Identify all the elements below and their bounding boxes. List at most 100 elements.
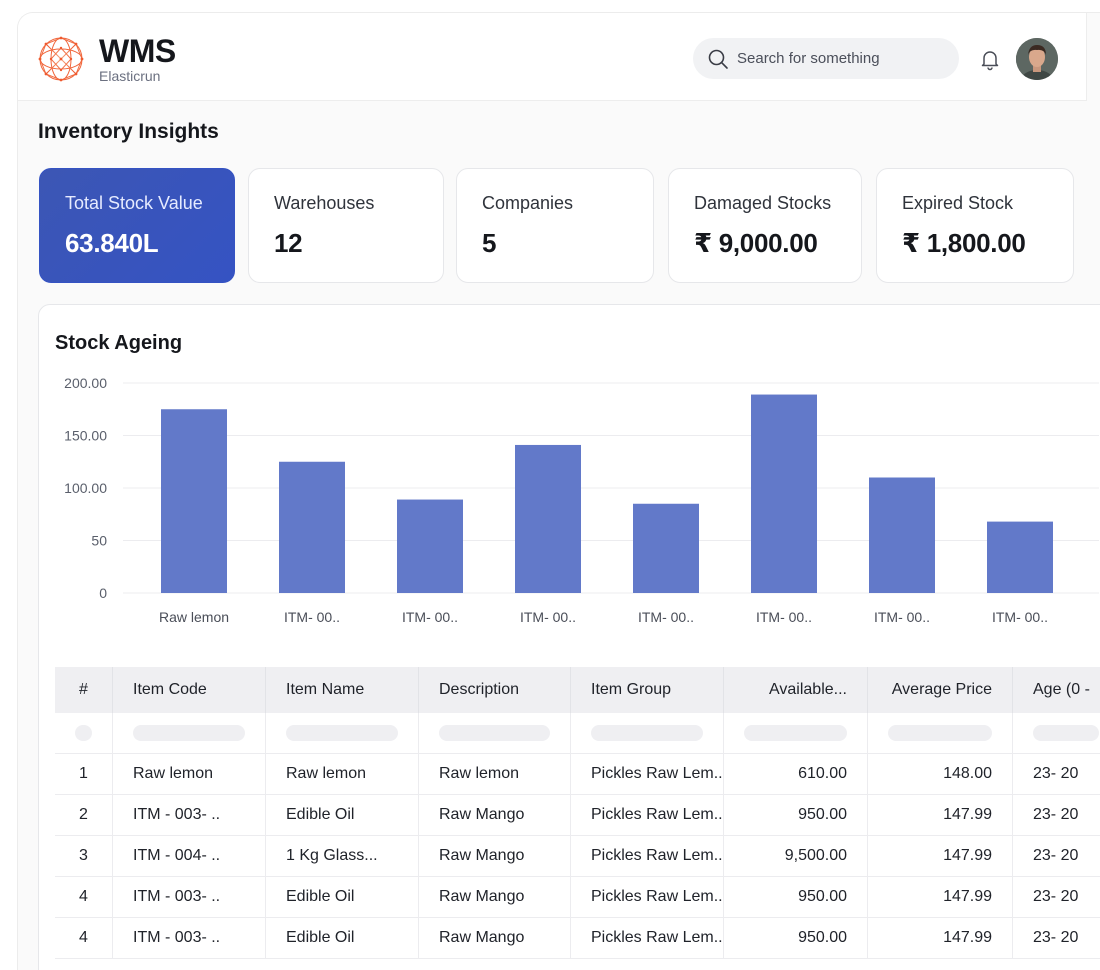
stat-label: Warehouses — [274, 193, 375, 213]
cell-description: Raw Mango — [419, 877, 571, 917]
stock-ageing-title: Stock Ageing — [55, 332, 183, 354]
column-header-item-name[interactable]: Item Name — [266, 667, 419, 713]
skeleton-cell — [113, 713, 266, 753]
chart-bar — [633, 503, 699, 593]
cell-item-code: ITM - 003- .. — [113, 918, 266, 958]
column-header-description[interactable]: Description — [419, 667, 571, 713]
column-header-average-price[interactable]: Average Price — [868, 667, 1013, 713]
chart-bar — [751, 394, 817, 593]
stat-value: ₹ 1,800.00 — [902, 228, 1026, 258]
x-tick-label: ITM- 00.. — [402, 609, 458, 625]
skeleton-bar — [439, 725, 550, 741]
table-row[interactable]: 2 ITM - 003- .. Edible Oil Raw Mango Pic… — [55, 795, 1100, 836]
cell-item-name: 1 Kg Glass... — [266, 836, 419, 876]
x-tick-label: ITM- 00.. — [874, 609, 930, 625]
stat-label: Damaged Stocks — [694, 193, 832, 213]
cell-age: 23- 20 — [1033, 765, 1079, 782]
cell-average-price: 147.99 — [868, 918, 1013, 958]
cell-item-name: Edible Oil — [266, 918, 419, 958]
cell-average-price: 147.99 — [868, 877, 1013, 917]
company-name: Elasticrun — [99, 68, 161, 84]
skeleton-bar — [75, 725, 92, 741]
cell-description: Raw Mango — [419, 795, 571, 835]
stat-value: 5 — [482, 228, 497, 258]
stat-card-companies[interactable]: Companies 5 — [456, 168, 654, 283]
search-input[interactable] — [737, 50, 937, 67]
cell-index: 4 — [55, 918, 113, 958]
stock-table: # Item Code Item Name Description Item G… — [55, 667, 1100, 959]
cell-age: 23- 20 — [1033, 888, 1079, 905]
top-header: WMS Elasticrun — [18, 13, 1087, 101]
chart-bar — [987, 521, 1053, 593]
cell-index: 4 — [55, 877, 113, 917]
cell-item-group: Pickles Raw Lem.. — [571, 795, 724, 835]
stat-label: Companies — [482, 193, 574, 213]
cell-description: Raw Mango — [419, 918, 571, 958]
column-header-item-code[interactable]: Item Code — [113, 667, 266, 713]
cell-age: 23- 20 — [1033, 806, 1079, 823]
column-header-index[interactable]: # — [55, 667, 113, 713]
user-avatar[interactable] — [1016, 38, 1058, 80]
cell-item-code: Raw lemon — [113, 754, 266, 794]
skeleton-cell — [55, 713, 113, 753]
skeleton-bar — [744, 725, 847, 741]
chart-bar — [279, 461, 345, 593]
notification-bell-icon[interactable] — [978, 47, 1002, 71]
cell-index: 3 — [55, 836, 113, 876]
cell-item-group: Pickles Raw Lem.. — [571, 836, 724, 876]
cell-item-group: Pickles Raw Lem.. — [571, 877, 724, 917]
search-icon — [708, 49, 728, 69]
column-header-item-group[interactable]: Item Group — [571, 667, 724, 713]
stat-label: Expired Stock — [902, 193, 1014, 213]
cell-item-group: Pickles Raw Lem.. — [571, 754, 724, 794]
skeleton-cell — [419, 713, 571, 753]
x-tick-label: ITM- 00.. — [992, 609, 1048, 625]
globe-logo-icon — [38, 36, 84, 82]
table-row[interactable]: 1 Raw lemon Raw lemon Raw lemon Pickles … — [55, 754, 1100, 795]
cell-item-group: Pickles Raw Lem.. — [571, 918, 724, 958]
table-row[interactable]: 3 ITM - 004- .. 1 Kg Glass... Raw Mango … — [55, 836, 1100, 877]
x-tick-label: ITM- 00.. — [638, 609, 694, 625]
cell-item-code: ITM - 004- .. — [113, 836, 266, 876]
y-tick-label: 100.00 — [64, 480, 107, 496]
skeleton-bar — [591, 725, 703, 741]
stat-card-total-stock-value[interactable]: Total Stock Value 63.840L — [39, 168, 235, 283]
cell-item-code: ITM - 003- .. — [113, 877, 266, 917]
app-name: WMS — [99, 33, 176, 69]
skeleton-bar — [1033, 725, 1099, 741]
cell-available: 950.00 — [724, 795, 868, 835]
column-header-available[interactable]: Available... — [724, 667, 868, 713]
skeleton-cell — [1013, 713, 1100, 753]
cell-age: 23- 20 — [1033, 847, 1079, 864]
stat-value: ₹ 9,000.00 — [694, 228, 818, 258]
table-row[interactable]: 4 ITM - 003- .. Edible Oil Raw Mango Pic… — [55, 918, 1100, 959]
x-tick-label: ITM- 00.. — [284, 609, 340, 625]
cell-index: 1 — [55, 754, 113, 794]
column-header-age[interactable]: Age (0 - — [1033, 681, 1090, 698]
x-tick-label: ITM- 00.. — [756, 609, 812, 625]
skeleton-cell — [868, 713, 1013, 753]
stat-card-damaged-stocks[interactable]: Damaged Stocks ₹ 9,000.00 — [668, 168, 862, 283]
y-tick-label: 0 — [99, 585, 107, 601]
stat-value: 12 — [274, 228, 303, 258]
stock-ageing-bar-chart: 0 50 100.00 150.00 200.00 Raw lemon ITM- 00.. I… — [64, 375, 1099, 625]
stat-card-warehouses[interactable]: Warehouses 12 — [248, 168, 444, 283]
cell-average-price: 148.00 — [868, 754, 1013, 794]
chart-bar — [161, 409, 227, 593]
stat-value: 63.840L — [65, 228, 159, 258]
cell-average-price: 147.99 — [868, 836, 1013, 876]
table-row[interactable]: 4 ITM - 003- .. Edible Oil Raw Mango Pic… — [55, 877, 1100, 918]
skeleton-bar — [286, 725, 398, 741]
stat-card-expired-stock[interactable]: Expired Stock ₹ 1,800.00 — [876, 168, 1074, 283]
cell-index: 2 — [55, 795, 113, 835]
skeleton-bar — [133, 725, 245, 741]
chart-bar — [869, 477, 935, 593]
skeleton-bar — [888, 725, 992, 741]
cell-available: 610.00 — [724, 754, 868, 794]
skeleton-cell — [571, 713, 724, 753]
cell-available: 9,500.00 — [724, 836, 868, 876]
app-frame: WMS Elasticrun Inventory Insights Tot — [17, 12, 1100, 970]
cell-age: 23- 20 — [1033, 929, 1079, 946]
cell-item-name: Raw lemon — [266, 754, 419, 794]
search-bar[interactable] — [693, 38, 959, 79]
